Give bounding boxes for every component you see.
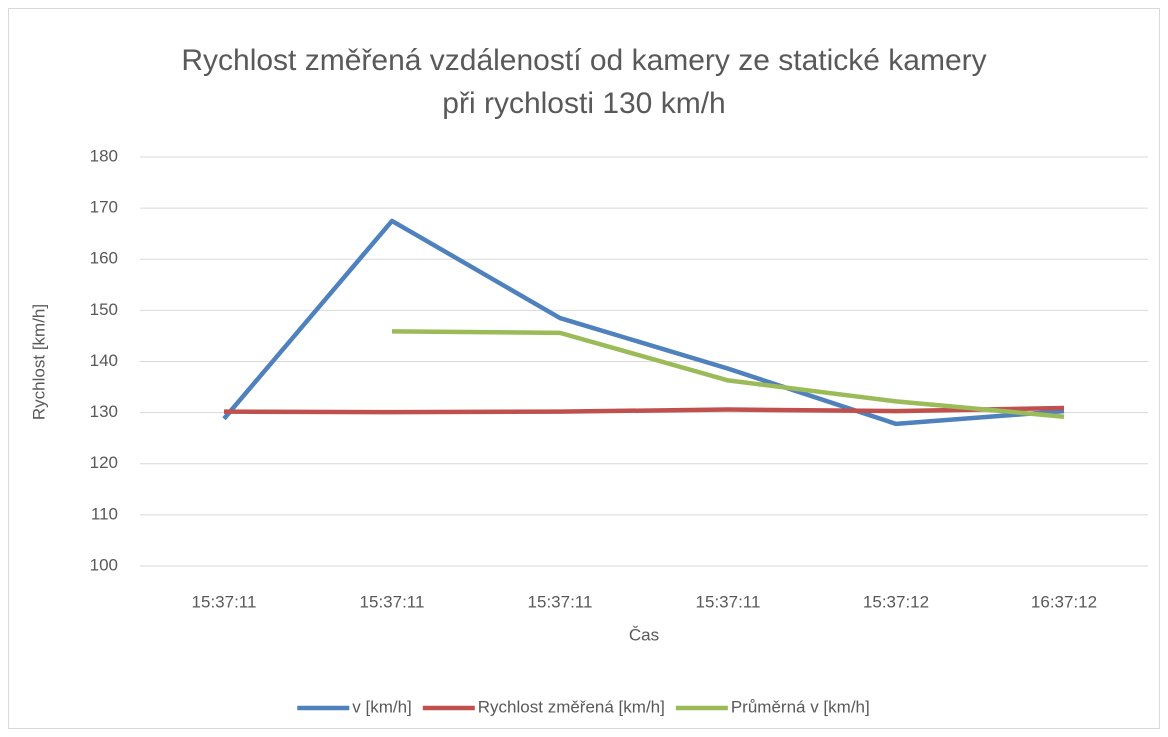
y-tick-label: 180 (90, 146, 118, 165)
x-tick-label: 15:37:11 (192, 592, 257, 611)
x-tick-label: 15:37:12 (863, 592, 929, 611)
chart-border (8, 8, 1160, 729)
y-axis-label: Rychlost [km/h] (29, 304, 48, 420)
x-tick-label: 15:37:11 (528, 592, 593, 611)
chart-title: Rychlost změřená vzdáleností od kamery z… (181, 44, 986, 77)
series-line (222, 218, 1065, 427)
y-tick-label: 160 (90, 249, 118, 268)
x-tick-label: 16:37:12 (1031, 592, 1097, 611)
chart-title: při rychlosti 130 km/h (442, 87, 725, 120)
y-tick-label: 130 (90, 402, 118, 421)
y-tick-label: 140 (90, 351, 118, 370)
y-tick-label: 100 (90, 555, 118, 574)
series-line (223, 405, 1065, 415)
legend-label: Průměrná v [km/h] (731, 697, 870, 716)
series-line (391, 329, 1065, 419)
x-axis-label: Čas (629, 625, 659, 644)
legend-label: v [km/h] (352, 697, 412, 716)
x-tick-label: 15:37:11 (360, 592, 425, 611)
y-tick-label: 110 (91, 504, 118, 523)
y-tick-label: 170 (90, 198, 118, 217)
x-tick-label: 15:37:11 (696, 592, 761, 611)
y-tick-label: 150 (90, 300, 118, 319)
y-tick-label: 120 (90, 453, 118, 472)
legend-label: Rychlost změřená [km/h] (478, 697, 665, 716)
